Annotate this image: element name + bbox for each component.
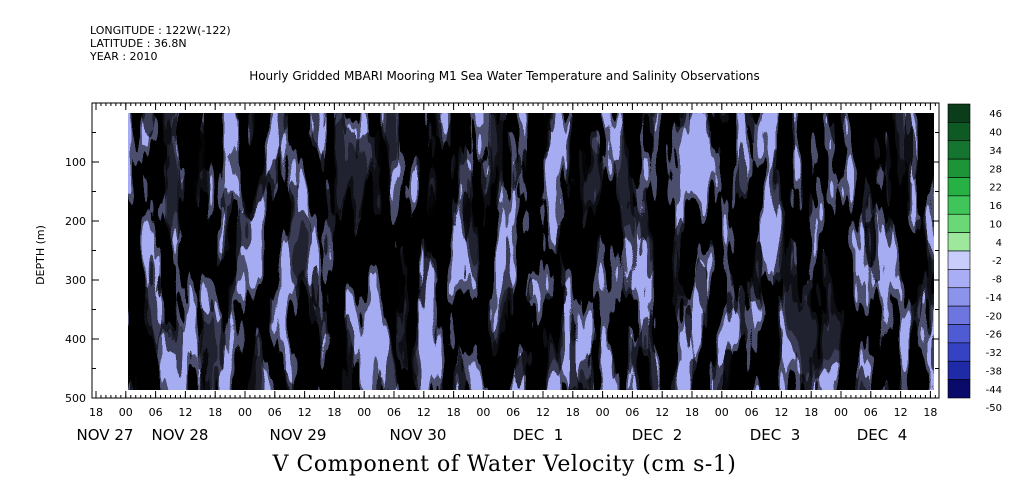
- x-hour-label: 00: [357, 406, 371, 419]
- colorbar-box: [947, 305, 971, 325]
- y-tick-label: 200: [65, 215, 86, 228]
- x-hour-label: 00: [834, 406, 848, 419]
- x-hour-label: 12: [298, 406, 312, 419]
- colorbar-label: -14: [986, 293, 1002, 304]
- colorbar-label: -8: [992, 275, 1002, 286]
- colorbar-box: [947, 213, 971, 233]
- x-hour-label: 12: [774, 406, 788, 419]
- x-day-label: NOV 28: [152, 426, 209, 444]
- colorbar-label: -20: [986, 311, 1002, 322]
- x-day-label: DEC 3: [750, 426, 801, 444]
- colorbar-box: [947, 287, 971, 307]
- x-hour-label: 06: [625, 406, 639, 419]
- x-day-label: NOV 27: [77, 426, 134, 444]
- colorbar-box: [947, 177, 971, 197]
- colorbar-label: 10: [989, 219, 1002, 230]
- x-hour-label: 18: [89, 406, 103, 419]
- colorbar-label: 16: [989, 201, 1002, 212]
- y-axis-label: DEPTH (m): [34, 225, 47, 285]
- y-tick-label: 100: [65, 156, 86, 169]
- colorbar-box: [947, 379, 971, 399]
- x-hour-label: 12: [894, 406, 908, 419]
- colorbar-box: [947, 324, 971, 344]
- colorbar-box: [947, 250, 971, 270]
- x-day-label: DEC 4: [857, 426, 908, 444]
- x-hour-label: 06: [268, 406, 282, 419]
- x-hour-label: 06: [745, 406, 759, 419]
- x-day-label: NOV 30: [390, 426, 447, 444]
- colorbar-box: [947, 342, 971, 362]
- x-hour-label: 12: [655, 406, 669, 419]
- x-hour-label: 06: [506, 406, 520, 419]
- x-day-label: NOV 29: [270, 426, 327, 444]
- x-day-label: DEC 2: [632, 426, 683, 444]
- colorbar-label: -44: [986, 385, 1002, 396]
- colorbar-box: [947, 232, 971, 252]
- x-hour-label: 06: [387, 406, 401, 419]
- colorbar-box: [947, 158, 971, 178]
- colorbar-label: -32: [986, 348, 1002, 359]
- colorbar: 46 40 34 28 22 16 10 4 -2 -8 -14 -20 -26 -32 -38 -44 -50: [947, 103, 1002, 414]
- x-hour-label: 06: [864, 406, 878, 419]
- colorbar-box: [947, 103, 971, 123]
- colorbar-box: [947, 269, 971, 289]
- longitude-label: LONGITUDE : 122W(-122): [90, 24, 231, 37]
- y-tick-label: 400: [65, 333, 86, 346]
- colorbar-label: -38: [986, 366, 1002, 377]
- x-hour-label: 18: [327, 406, 341, 419]
- colorbar-label: -26: [986, 330, 1002, 341]
- colorbar-label: 4: [996, 238, 1002, 249]
- y-tick-label: 500: [65, 392, 86, 405]
- colorbar-label: 46: [989, 109, 1002, 120]
- colorbar-box: [947, 122, 971, 142]
- colorbar-label: -2: [992, 256, 1002, 267]
- heatmap-field: [128, 113, 934, 390]
- colorbar-box: [947, 195, 971, 215]
- x-hour-label: 12: [536, 406, 550, 419]
- y-tick-label: 300: [65, 274, 86, 287]
- colorbar-box: [947, 360, 971, 380]
- x-hour-label: 00: [119, 406, 133, 419]
- colorbar-label: 34: [989, 146, 1002, 157]
- x-hour-label: 12: [417, 406, 431, 419]
- x-hour-label: 12: [178, 406, 192, 419]
- field-weak-positive: [128, 113, 934, 390]
- x-hour-label: 18: [923, 406, 937, 419]
- colorbar-label: 28: [989, 164, 1002, 175]
- colorbar-label: 40: [989, 128, 1002, 139]
- x-hour-label: 00: [476, 406, 490, 419]
- plot-title: Hourly Gridded MBARI Mooring M1 Sea Wate…: [249, 69, 760, 83]
- x-hour-label: 06: [149, 406, 163, 419]
- x-hour-label: 18: [685, 406, 699, 419]
- x-hour-label: 00: [596, 406, 610, 419]
- colorbar-label: -50: [986, 403, 1002, 414]
- x-hour-label: 18: [208, 406, 222, 419]
- x-hour-label: 00: [715, 406, 729, 419]
- x-hour-label: 18: [566, 406, 580, 419]
- x-hour-label: 18: [804, 406, 818, 419]
- colorbar-box: [947, 140, 971, 160]
- year-label: YEAR : 2010: [90, 50, 158, 63]
- x-hour-label: 00: [238, 406, 252, 419]
- latitude-label: LATITUDE : 36.8N: [90, 37, 187, 50]
- x-day-label: DEC 1: [513, 426, 564, 444]
- x-hour-label: 18: [447, 406, 461, 419]
- colorbar-label: 22: [989, 183, 1002, 194]
- variable-title: V Component of Water Velocity (cm s-1): [272, 452, 737, 477]
